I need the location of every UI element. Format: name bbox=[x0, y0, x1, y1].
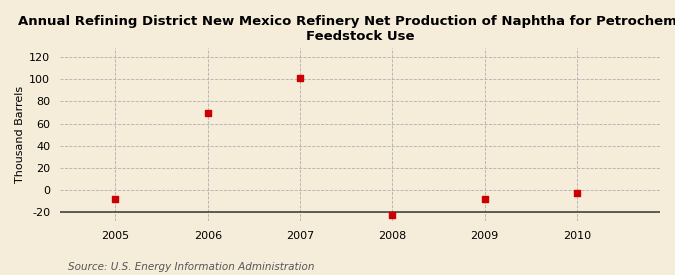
Y-axis label: Thousand Barrels: Thousand Barrels bbox=[15, 86, 25, 183]
Point bbox=[572, 191, 583, 196]
Point bbox=[479, 197, 490, 201]
Text: Source: U.S. Energy Information Administration: Source: U.S. Energy Information Administ… bbox=[68, 262, 314, 272]
Point bbox=[110, 197, 121, 201]
Point bbox=[387, 213, 398, 218]
Point bbox=[294, 76, 305, 80]
Title: Annual Refining District New Mexico Refinery Net Production of Naphtha for Petro: Annual Refining District New Mexico Refi… bbox=[18, 15, 675, 43]
Point bbox=[202, 110, 213, 115]
